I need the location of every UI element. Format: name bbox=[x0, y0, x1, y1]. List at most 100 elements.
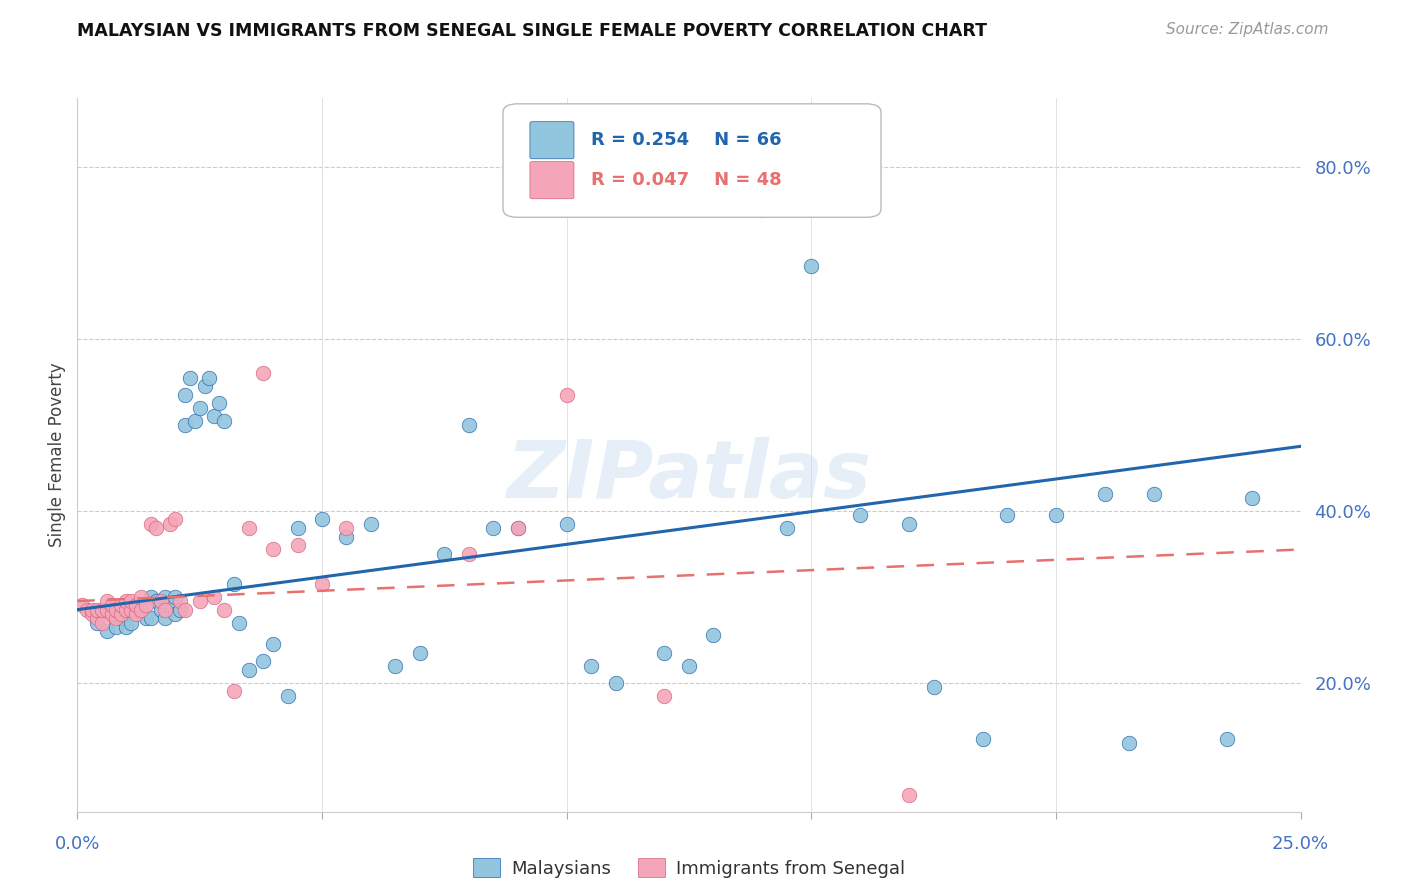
Point bbox=[165, 590, 187, 604]
Point bbox=[139, 516, 162, 531]
Point bbox=[751, 202, 773, 217]
Point bbox=[125, 599, 148, 613]
Point bbox=[179, 370, 201, 384]
Point bbox=[110, 599, 132, 613]
Point bbox=[70, 599, 93, 613]
Point bbox=[120, 602, 142, 616]
Point bbox=[125, 602, 148, 616]
Point bbox=[193, 379, 215, 393]
Point bbox=[86, 611, 108, 625]
Point bbox=[145, 521, 167, 535]
Point bbox=[995, 508, 1018, 522]
Point bbox=[1240, 491, 1263, 505]
Point bbox=[100, 599, 122, 613]
Text: MALAYSIAN VS IMMIGRANTS FROM SENEGAL SINGLE FEMALE POVERTY CORRELATION CHART: MALAYSIAN VS IMMIGRANTS FROM SENEGAL SIN… bbox=[77, 22, 987, 40]
Legend: Malaysians, Immigrants from Senegal: Malaysians, Immigrants from Senegal bbox=[465, 851, 912, 885]
Point bbox=[202, 409, 225, 424]
Point bbox=[115, 602, 138, 616]
Point bbox=[198, 370, 221, 384]
FancyBboxPatch shape bbox=[503, 103, 882, 218]
Point bbox=[457, 417, 479, 432]
Point bbox=[96, 624, 118, 639]
Point bbox=[110, 611, 132, 625]
Y-axis label: Single Female Poverty: Single Female Poverty bbox=[48, 363, 66, 547]
Point bbox=[262, 637, 284, 651]
Point bbox=[702, 628, 724, 642]
Point bbox=[384, 658, 406, 673]
Point bbox=[115, 620, 138, 634]
Point bbox=[80, 602, 103, 616]
Point bbox=[898, 788, 921, 802]
Point bbox=[506, 521, 529, 535]
Point bbox=[90, 602, 112, 616]
Point bbox=[100, 602, 122, 616]
Point bbox=[1094, 486, 1116, 500]
Point bbox=[139, 590, 162, 604]
Point bbox=[174, 417, 197, 432]
Point bbox=[96, 602, 118, 616]
Point bbox=[1143, 486, 1166, 500]
Point bbox=[149, 594, 172, 608]
Point bbox=[555, 388, 578, 402]
Point bbox=[96, 594, 118, 608]
Point bbox=[335, 530, 357, 544]
Point bbox=[678, 658, 700, 673]
Point bbox=[105, 620, 128, 634]
Point bbox=[208, 396, 231, 410]
FancyBboxPatch shape bbox=[530, 161, 574, 199]
Point bbox=[90, 615, 112, 630]
Point bbox=[252, 654, 274, 668]
Point bbox=[898, 516, 921, 531]
Point bbox=[188, 401, 211, 415]
Point bbox=[165, 607, 187, 621]
Point bbox=[86, 615, 108, 630]
FancyBboxPatch shape bbox=[530, 121, 574, 159]
Point bbox=[165, 512, 187, 526]
Point bbox=[120, 594, 142, 608]
Point bbox=[159, 516, 181, 531]
Point bbox=[277, 689, 299, 703]
Point bbox=[287, 521, 309, 535]
Point bbox=[188, 594, 211, 608]
Point bbox=[287, 538, 309, 552]
Point bbox=[110, 607, 132, 621]
Text: Source: ZipAtlas.com: Source: ZipAtlas.com bbox=[1166, 22, 1329, 37]
Point bbox=[228, 615, 250, 630]
Text: 25.0%: 25.0% bbox=[1272, 835, 1329, 853]
Point bbox=[174, 602, 197, 616]
Point bbox=[202, 590, 225, 604]
Point bbox=[1216, 731, 1239, 746]
Point bbox=[120, 615, 142, 630]
Point bbox=[76, 602, 98, 616]
Point bbox=[605, 675, 627, 690]
Point bbox=[129, 602, 152, 616]
Point bbox=[222, 684, 245, 698]
Point bbox=[335, 521, 357, 535]
Point bbox=[159, 599, 181, 613]
Point bbox=[100, 607, 122, 621]
Point bbox=[972, 731, 994, 746]
Point bbox=[86, 602, 108, 616]
Text: R = 0.047    N = 48: R = 0.047 N = 48 bbox=[591, 171, 782, 189]
Point bbox=[922, 680, 945, 694]
Point bbox=[125, 607, 148, 621]
Point bbox=[129, 590, 152, 604]
Point bbox=[849, 508, 872, 522]
Point bbox=[1045, 508, 1067, 522]
Point bbox=[311, 577, 333, 591]
Point bbox=[579, 658, 602, 673]
Point bbox=[80, 607, 103, 621]
Point bbox=[238, 663, 260, 677]
Point bbox=[433, 547, 456, 561]
Point bbox=[105, 602, 128, 616]
Point bbox=[212, 602, 235, 616]
Text: 0.0%: 0.0% bbox=[55, 835, 100, 853]
Point bbox=[105, 611, 128, 625]
Point bbox=[506, 521, 529, 535]
Point bbox=[654, 689, 676, 703]
Point bbox=[360, 516, 382, 531]
Point bbox=[155, 611, 177, 625]
Point bbox=[169, 602, 191, 616]
Point bbox=[654, 646, 676, 660]
Point bbox=[555, 516, 578, 531]
